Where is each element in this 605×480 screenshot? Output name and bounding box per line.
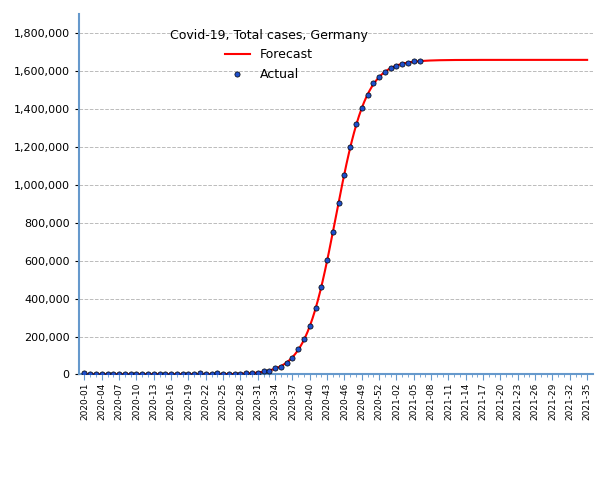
Actual (374, 73, 384, 81)
Actual (218, 371, 228, 378)
Actual (108, 371, 118, 378)
Actual (397, 60, 407, 68)
Forecast (81, 372, 88, 377)
Actual (103, 371, 113, 378)
Actual (380, 68, 390, 76)
Forecast (446, 57, 453, 63)
Actual (137, 371, 147, 378)
Actual (114, 371, 124, 378)
Actual (357, 104, 367, 112)
Actual (160, 371, 170, 378)
Actual (386, 64, 396, 72)
Legend: Forecast, Actual: Forecast, Actual (165, 24, 373, 86)
Actual (391, 62, 401, 70)
Forecast (443, 57, 451, 63)
Actual (259, 367, 269, 375)
Forecast (397, 61, 404, 67)
Actual (403, 60, 413, 67)
Actual (247, 370, 257, 377)
Actual (207, 371, 217, 378)
Actual (149, 370, 159, 378)
Actual (328, 228, 338, 236)
Actual (172, 370, 182, 378)
Actual (85, 371, 95, 378)
Forecast (142, 372, 149, 377)
Actual (166, 371, 176, 378)
Actual (322, 257, 332, 264)
Actual (311, 304, 321, 312)
Forecast (583, 57, 590, 63)
Actual (414, 57, 424, 65)
Actual (334, 199, 344, 207)
Actual (189, 371, 199, 378)
Actual (120, 371, 129, 378)
Actual (224, 371, 234, 378)
Actual (363, 91, 373, 98)
Actual (97, 371, 106, 378)
Actual (80, 370, 90, 377)
Actual (132, 370, 142, 378)
Actual (282, 359, 292, 367)
Actual (178, 371, 188, 378)
Line: Forecast: Forecast (85, 60, 587, 374)
Actual (230, 371, 240, 378)
Actual (316, 283, 326, 290)
Actual (351, 120, 361, 128)
Actual (305, 323, 315, 330)
Actual (201, 371, 211, 378)
Actual (91, 371, 101, 378)
Actual (241, 369, 251, 377)
Actual (235, 371, 245, 378)
Actual (270, 364, 280, 372)
Actual (212, 369, 222, 377)
Actual (143, 371, 153, 378)
Actual (264, 368, 274, 375)
Actual (276, 363, 286, 371)
Actual (299, 335, 309, 343)
Actual (195, 370, 205, 377)
Actual (368, 80, 378, 87)
Forecast (244, 371, 252, 376)
Actual (183, 371, 193, 378)
Actual (409, 58, 419, 65)
Actual (253, 369, 263, 377)
Forecast (280, 362, 287, 368)
Actual (293, 345, 303, 353)
Actual (345, 144, 355, 151)
Actual (287, 354, 297, 362)
Actual (155, 371, 165, 378)
Actual (339, 171, 349, 179)
Actual (126, 370, 136, 378)
